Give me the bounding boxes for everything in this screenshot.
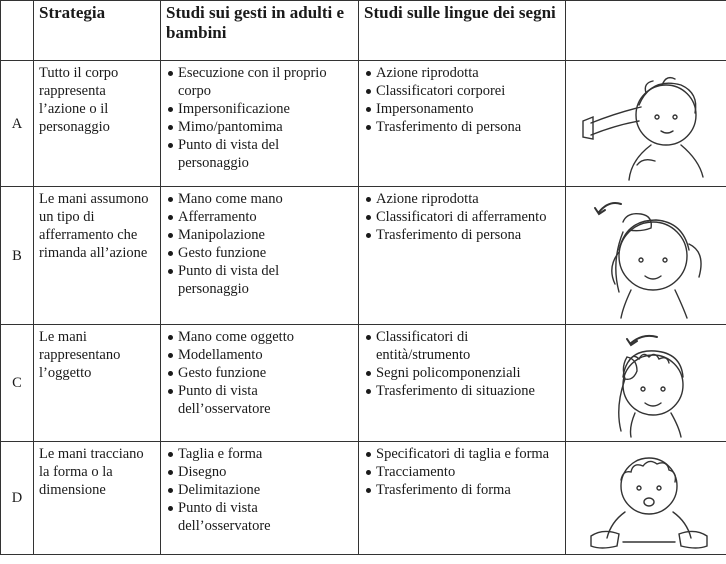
sign-cell: Specificatori di taglia e forma Tracciame…	[358, 441, 566, 555]
list-item: Disegno	[168, 463, 353, 481]
illustration-cell	[565, 186, 726, 325]
strategy-cell: Le mani rappresentano l’oggetto	[33, 324, 161, 442]
list-item: Trasferimento di persona	[366, 118, 560, 136]
list-item: Punto di vista del personaggio	[168, 262, 353, 298]
list-item: Specificatori di taglia e forma	[366, 445, 560, 463]
sign-cell: Azione riprodotta Classificatori corporei…	[358, 60, 566, 187]
row-label: D	[0, 441, 34, 555]
list-item: Esecuzione con il proprio corpo	[168, 64, 353, 100]
list-item: Punto di vista dell’osservatore	[168, 499, 353, 535]
row-label: A	[0, 60, 34, 187]
list-item: Trasferimento di forma	[366, 481, 560, 499]
illustration	[594, 201, 702, 319]
list-item: Delimitazione	[168, 481, 353, 499]
list: Specificatori di taglia e forma Tracciame…	[364, 445, 560, 499]
list: Mano come mano Afferramento Manipolazione G…	[166, 190, 353, 298]
row: D Le mani tracciano la forma o la dimens…	[0, 441, 726, 555]
list-item: Impersonamento	[366, 100, 560, 118]
row-label: B	[0, 186, 34, 325]
list-item: Azione riprodotta	[366, 64, 560, 82]
gesture-cell: Mano come oggetto Modellamento Gesto funzi…	[160, 324, 359, 442]
illustration	[582, 76, 704, 181]
header-cell: Studi sui gesti in adulti e bambini	[160, 0, 359, 61]
header-cell	[565, 0, 726, 61]
row: C Le mani rappresentano l’oggetto Mano c…	[0, 324, 726, 442]
header-row: Strategia Studi sui gesti in adulti e ba…	[0, 0, 726, 61]
list-item: Modellamento	[168, 346, 353, 364]
list: Esecuzione con il proprio corpo Impersoni…	[166, 64, 353, 172]
list-item: Mimo/pantomima	[168, 118, 353, 136]
strategy-cell: Le mani tracciano la forma o la dimensio…	[33, 441, 161, 555]
header-cell: Studi sulle lingue dei segni	[358, 0, 566, 61]
list-item: Trasferimento di persona	[366, 226, 560, 244]
gesture-cell: Taglia e forma Disegno Delimitazione Punto …	[160, 441, 359, 555]
list: Azione riprodotta Classificatori di affer…	[364, 190, 560, 244]
list-item: Segni policomponenziali	[366, 364, 560, 382]
list-item: Punto di vista dell’osservatore	[168, 382, 353, 418]
row: B Le mani assumono un tipo di afferramen…	[0, 186, 726, 325]
illustration	[590, 457, 708, 549]
list-item: Manipolazione	[168, 226, 353, 244]
sign-cell: Azione riprodotta Classificatori di affer…	[358, 186, 566, 325]
sign-cell: Classificatori di entità/strumento Segni …	[358, 324, 566, 442]
illustration	[618, 334, 684, 438]
list-item: Gesto funzione	[168, 364, 353, 382]
list: Mano come oggetto Modellamento Gesto funzi…	[166, 328, 353, 418]
list-item: Gesto funzione	[168, 244, 353, 262]
list-item: Classificatori corporei	[366, 82, 560, 100]
list-item: Punto di vista del personaggio	[168, 136, 353, 172]
list-item: Classificatori di entità/strumento	[366, 328, 560, 364]
row: A Tutto il corpo rappresenta l’azione o …	[0, 60, 726, 187]
list-item: Mano come mano	[168, 190, 353, 208]
strategy-cell: Tutto il corpo rappresenta l’azione o il…	[33, 60, 161, 187]
header-cell: Strategia	[33, 0, 161, 61]
list-item: Taglia e forma	[168, 445, 353, 463]
list-item: Afferramento	[168, 208, 353, 226]
list-item: Impersonificazione	[168, 100, 353, 118]
list: Classificatori di entità/strumento Segni …	[364, 328, 560, 400]
list-item: Tracciamento	[366, 463, 560, 481]
list-item: Trasferimento di situazione	[366, 382, 560, 400]
illustration-cell	[565, 60, 726, 187]
strategy-cell: Le mani assumono un tipo di afferramento…	[33, 186, 161, 325]
illustration-cell	[565, 324, 726, 442]
row-label: C	[0, 324, 34, 442]
list-item: Classificatori di afferramento	[366, 208, 560, 226]
gesture-cell: Esecuzione con il proprio corpo Impersoni…	[160, 60, 359, 187]
list: Taglia e forma Disegno Delimitazione Punto …	[166, 445, 353, 535]
header-cell	[0, 0, 34, 61]
list-item: Mano come oggetto	[168, 328, 353, 346]
list: Azione riprodotta Classificatori corporei…	[364, 64, 560, 136]
illustration-cell	[565, 441, 726, 555]
gesture-cell: Mano come mano Afferramento Manipolazione G…	[160, 186, 359, 325]
list-item: Azione riprodotta	[366, 190, 560, 208]
